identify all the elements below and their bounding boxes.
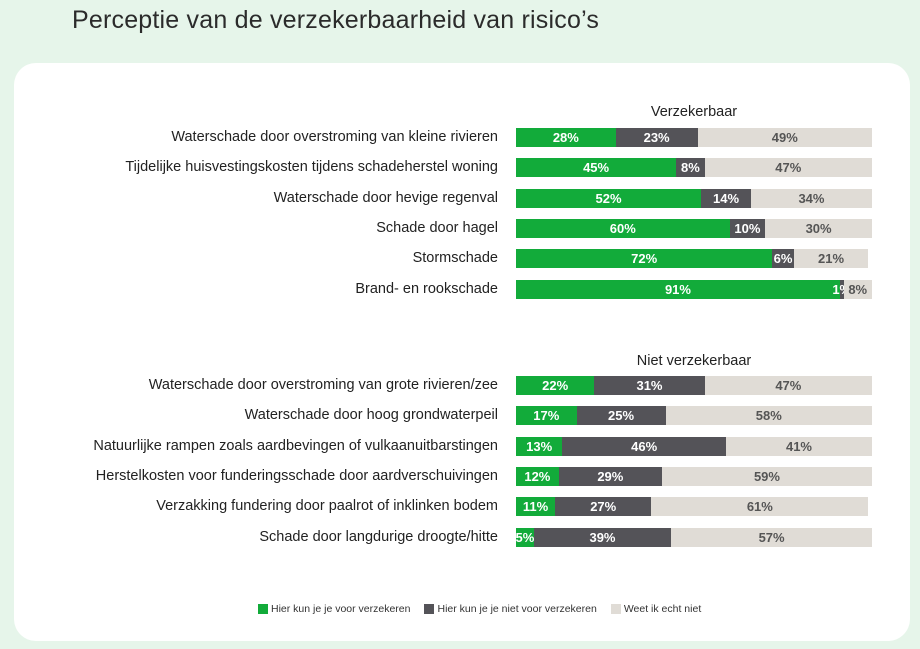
legend-item-dont-know: Weet ik echt niet [610, 603, 702, 615]
not-insurable-segment: 23% [615, 128, 698, 147]
insurable-segment: 72% [516, 249, 773, 269]
legend-swatch-light [610, 604, 621, 614]
page-title: Perceptie van de verzekerbaarheid van ri… [72, 6, 600, 34]
row-label: Natuurlijke rampen zoals aardbevingen of… [93, 437, 498, 454]
legend-label: Hier kun je je voor verzekeren [271, 603, 411, 615]
dont-know-segment: 34% [750, 188, 872, 208]
legend: Hier kun je je voor verzekeren Hier kun … [258, 603, 707, 615]
stacked-bar: 5% 39% 57% [515, 527, 872, 547]
stacked-bar: 45% 8% 47% [516, 158, 872, 178]
dont-know-segment: 49% [697, 128, 872, 147]
stacked-bar: 60% 10% 30% [516, 218, 872, 238]
insurable-segment: 45% [516, 158, 677, 178]
section-title: Niet verzekerbaar [636, 353, 752, 369]
not-insurable-segment: 25% [576, 406, 666, 426]
dont-know-segment: 41% [726, 436, 872, 456]
not-insurable-segment: 6% [772, 249, 794, 269]
legend-item-not-insurable: Hier kun je je niet voor verzekeren [424, 603, 597, 615]
insurable-segment: 17% [516, 406, 577, 426]
stacked-bar: 13% 46% 41% [516, 436, 872, 456]
stacked-bar: 52% 14% 34% [516, 188, 872, 208]
dont-know-segment: 21% [793, 249, 869, 269]
row-label: Schade door langdurige droogte/hitte [259, 528, 498, 545]
not-insurable-segment: 27% [555, 497, 652, 517]
dont-know-segment: 47% [704, 158, 872, 178]
legend-swatch-green [258, 604, 268, 614]
row-label: Stormschade [412, 250, 498, 267]
dont-know-segment: 8% [843, 279, 872, 299]
not-insurable-segment: 31% [594, 376, 705, 395]
dont-know-segment: 47% [704, 376, 872, 395]
not-insurable-segment: 46% [562, 436, 727, 456]
section-title: Verzekerbaar [650, 104, 738, 120]
row-label: Waterschade door hevige regenval [273, 189, 498, 206]
row-label: Herstelkosten voor funderingsschade door… [95, 467, 498, 484]
stacked-bar: 22% 31% 47% [516, 376, 872, 395]
insurable-segment: 5% [515, 527, 535, 547]
not-insurable-segment: 14% [701, 188, 751, 208]
insurable-segment: 52% [516, 188, 702, 208]
insurable-segment: 60% [516, 218, 730, 238]
legend-label: Weet ik echt niet [623, 603, 702, 615]
row-label: Brand- en rookschade [355, 280, 498, 297]
insurable-segment: 28% [516, 128, 616, 147]
stacked-bar: 17% 25% 58% [516, 406, 872, 426]
stacked-bar: 12% 29% 59% [516, 466, 872, 486]
legend-label: Hier kun je je niet voor verzekeren [437, 603, 597, 615]
dont-know-segment: 30% [765, 218, 872, 238]
not-insurable-segment: 39% [533, 527, 672, 547]
stacked-bar: 28% 23% 49% [516, 128, 872, 147]
row-label: Waterschade door overstroming van kleine… [171, 129, 498, 145]
stacked-bar: 11% 27% 61% [516, 497, 872, 517]
row-label: Waterschade door overstroming van grote … [148, 377, 498, 393]
insurable-segment: 12% [516, 466, 559, 486]
chart-card [14, 63, 910, 641]
insurable-segment: 22% [516, 376, 595, 395]
dont-know-segment: 59% [661, 466, 872, 486]
dont-know-segment: 58% [665, 406, 872, 426]
row-label: Verzakking fundering door paalrot of ink… [156, 498, 498, 515]
dont-know-segment: 61% [651, 497, 869, 517]
insurable-segment: 11% [516, 497, 556, 517]
insurable-segment: 91% [516, 279, 840, 299]
not-insurable-segment: 10% [729, 218, 766, 238]
row-label: Waterschade door hoog grondwaterpeil [244, 407, 498, 424]
insurable-segment: 13% [516, 436, 563, 456]
row-label: Schade door hagel [376, 219, 498, 236]
not-insurable-segment: 29% [558, 466, 662, 486]
stacked-bar: 72% 6% 21% [516, 249, 872, 269]
row-label: Tijdelijke huisvestingskosten tijdens sc… [125, 159, 498, 176]
stacked-bar: 91% 1% 8% [516, 279, 872, 299]
legend-item-insurable: Hier kun je je voor verzekeren [258, 603, 410, 615]
not-insurable-segment: 8% [676, 158, 705, 178]
legend-swatch-dark [424, 604, 435, 614]
dont-know-segment: 57% [671, 527, 872, 547]
